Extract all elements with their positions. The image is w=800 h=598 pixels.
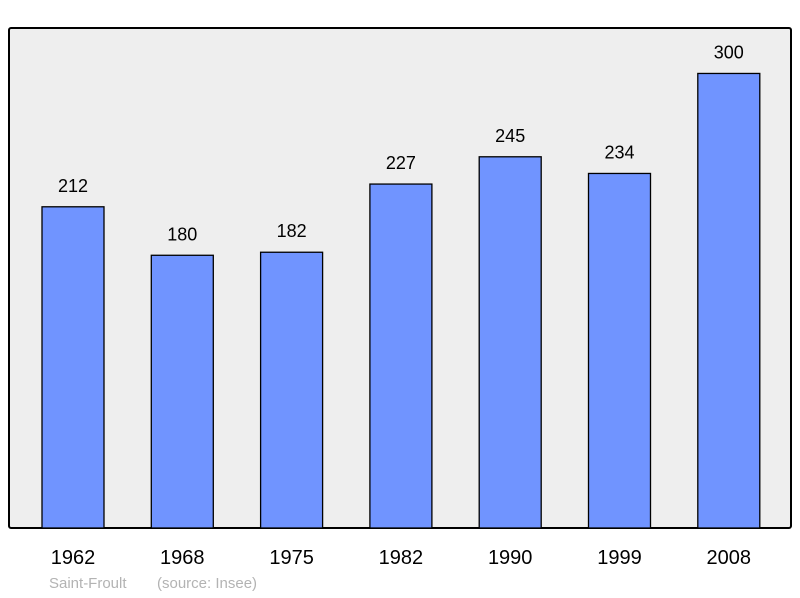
bar-1968 [150,254,214,529]
data-label-1999: 234 [604,142,634,162]
data-label-1990: 245 [495,126,525,146]
data-label-1975: 182 [277,221,307,241]
x-tick-label: 1990 [488,547,533,569]
data-label-1982: 227 [386,153,416,173]
bar-1962 [41,206,105,529]
bar-1990 [478,156,542,529]
data-label-2008: 300 [714,42,744,62]
bar-1982 [369,183,433,529]
place-name: Saint-Froult [49,575,127,592]
x-tick-label: 1962 [51,547,96,569]
bar-1999 [587,172,652,529]
bar-1975 [259,251,324,529]
x-tick-label: 1999 [597,547,642,569]
source-note: (source: Insee) [157,575,258,592]
x-tick-label: 2008 [707,547,752,569]
data-label-1962: 212 [58,176,88,196]
bar-2008 [697,72,761,529]
x-tick-label: 1982 [379,547,424,569]
data-label-1968: 180 [167,224,197,244]
x-tick-label: 1968 [160,547,205,569]
x-tick-label: 1975 [269,547,314,569]
